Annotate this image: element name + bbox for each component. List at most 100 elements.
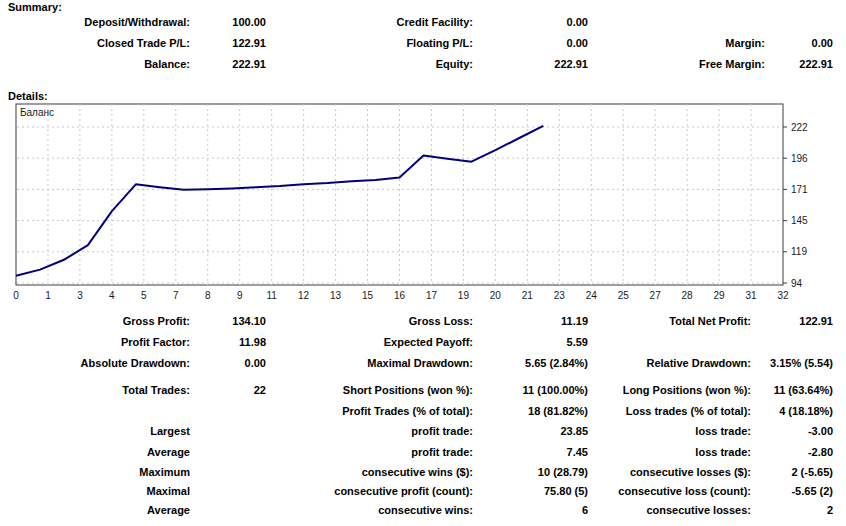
x-axis-label: 1 [45, 290, 51, 301]
stat-value: 0.00 [478, 37, 588, 49]
details-heading: Details: [8, 90, 48, 102]
stat-label: Maximum [0, 466, 190, 478]
stat-value: 7.45 [478, 446, 588, 458]
stat-value: 134.10 [186, 315, 266, 327]
x-axis-label: 8 [205, 290, 211, 301]
stat-label: Profit Factor: [0, 336, 190, 348]
balance-chart: 0134578911121315161719202123242527282931… [0, 103, 846, 308]
stat-label: consecutive profit (count): [280, 485, 473, 497]
x-axis-label: 32 [777, 290, 789, 301]
y-axis-label: 119 [791, 246, 807, 257]
stat-value: 0.00 [741, 37, 833, 49]
stat-value: 3.15% (5.54) [741, 357, 833, 369]
stat-label: Average [0, 446, 190, 458]
chart-title: Баланс [20, 107, 54, 118]
x-axis-label: 31 [745, 290, 757, 301]
x-axis-label: 12 [298, 290, 310, 301]
stat-value: 22 [186, 384, 266, 396]
summary-row: Balance:222.91Equity:222.91Free Margin:2… [0, 58, 846, 72]
stat-value: 2 (-5.65) [741, 466, 833, 478]
stat-label: consecutive wins: [280, 504, 473, 516]
stat-value: -2.80 [741, 446, 833, 458]
stat-label: Equity: [280, 58, 473, 70]
stat-label: Expected Payoff: [280, 336, 473, 348]
stat-label: loss trade: [600, 446, 751, 458]
stat-value: -3.00 [741, 425, 833, 437]
x-axis-label: 28 [682, 290, 694, 301]
stat-label: Absolute Drawdown: [0, 357, 190, 369]
y-axis-label: 94 [791, 278, 803, 289]
stat-label: Balance: [0, 58, 190, 70]
stat-value: 222.91 [186, 58, 266, 70]
stat-label: Deposit/Withdrawal: [0, 16, 190, 28]
stat-value: 11.98 [186, 336, 266, 348]
x-axis-label: 17 [426, 290, 438, 301]
stat-label: consecutive wins ($): [280, 466, 473, 478]
x-axis-label: 27 [650, 290, 662, 301]
details-row: Profit Trades (% of total):18 (81.82%)Lo… [0, 405, 846, 419]
stat-value: 2 [741, 504, 833, 516]
stat-label: Closed Trade P/L: [0, 37, 190, 49]
stat-label: Average [0, 504, 190, 516]
stat-value: -5.65 (2) [741, 485, 833, 497]
stat-value: 100.00 [186, 16, 266, 28]
stat-label: Long Positions (won %): [600, 384, 751, 396]
strategy-report-page: { "summary": { "heading": "Summary:", "r… [0, 0, 846, 526]
summary-row: Deposit/Withdrawal:100.00 Credit Facility… [0, 16, 846, 30]
summary-heading: Summary: [8, 1, 62, 13]
details-row: Averageprofit trade:7.45loss trade:-2.80 [0, 446, 846, 460]
details-row: Maximumconsecutive wins ($):10 (28.79)co… [0, 466, 846, 480]
x-axis-label: 13 [330, 290, 342, 301]
x-axis-label: 3 [77, 290, 83, 301]
y-axis-label: 171 [791, 184, 808, 195]
stat-value: 222.91 [478, 58, 588, 70]
stat-value: 75.80 (5) [478, 485, 588, 497]
stat-label: consecutive loss (count): [600, 485, 751, 497]
x-axis-label: 11 [266, 290, 277, 301]
stat-label: Maximal [0, 485, 190, 497]
stat-value: 6 [478, 504, 588, 516]
stat-label: Credit Facility: [280, 16, 473, 28]
x-axis-label: 20 [490, 290, 502, 301]
stat-label: profit trade: [280, 425, 473, 437]
x-axis-label: 0 [13, 290, 19, 301]
details-row: Gross Profit:134.10Gross Loss:11.19Total… [0, 315, 846, 329]
x-axis-label: 5 [141, 290, 147, 301]
x-axis-label: 7 [173, 290, 179, 301]
x-axis-label: 21 [522, 290, 534, 301]
stat-value: 0.00 [186, 357, 266, 369]
x-axis-label: 9 [237, 290, 243, 301]
x-axis-label: 29 [714, 290, 726, 301]
x-axis-label: 23 [554, 290, 566, 301]
stat-label: Gross Loss: [280, 315, 473, 327]
stat-value: 11.19 [478, 315, 588, 327]
summary-row: Closed Trade P/L:122.91Floating P/L:0.00… [0, 37, 846, 51]
stat-value: 4 (18.18%) [741, 405, 833, 417]
stat-label: Largest [0, 425, 190, 437]
x-axis-label: 19 [458, 290, 470, 301]
details-row: Absolute Drawdown:0.00Maximal Drawdown:5… [0, 357, 846, 371]
y-axis-label: 145 [791, 215, 808, 226]
stat-value: 23.85 [478, 425, 588, 437]
stat-value: 5.65 (2.84%) [478, 357, 588, 369]
details-row: Maximal consecutive profit (count): 75.80 … [0, 485, 846, 499]
stat-value: 0.00 [478, 16, 588, 28]
stat-label: Total Net Profit: [600, 315, 751, 327]
x-axis-label: 16 [394, 290, 406, 301]
stat-label: consecutive losses ($): [600, 466, 751, 478]
stat-value: 122.91 [186, 37, 266, 49]
stat-label: Relative Drawdown: [600, 357, 751, 369]
x-axis-label: 15 [362, 290, 374, 301]
details-row: Largestprofit trade:23.85loss trade:-3.0… [0, 425, 846, 439]
stat-value: 11 (100.00%) [478, 384, 588, 396]
stat-label: Total Trades: [0, 384, 190, 396]
stat-value: 18 (81.82%) [478, 405, 588, 417]
details-row: Total Trades:22 Short Positions (won %): 1… [0, 384, 846, 398]
details-row: Averageconsecutive wins:6consecutive los… [0, 504, 846, 518]
y-axis-label: 196 [791, 153, 808, 164]
stat-value: 122.91 [741, 315, 833, 327]
stat-label: Short Positions (won %): [280, 384, 473, 396]
stat-label: Profit Trades (% of total): [280, 405, 473, 417]
x-axis-label: 4 [109, 290, 115, 301]
x-axis-label: 25 [618, 290, 630, 301]
